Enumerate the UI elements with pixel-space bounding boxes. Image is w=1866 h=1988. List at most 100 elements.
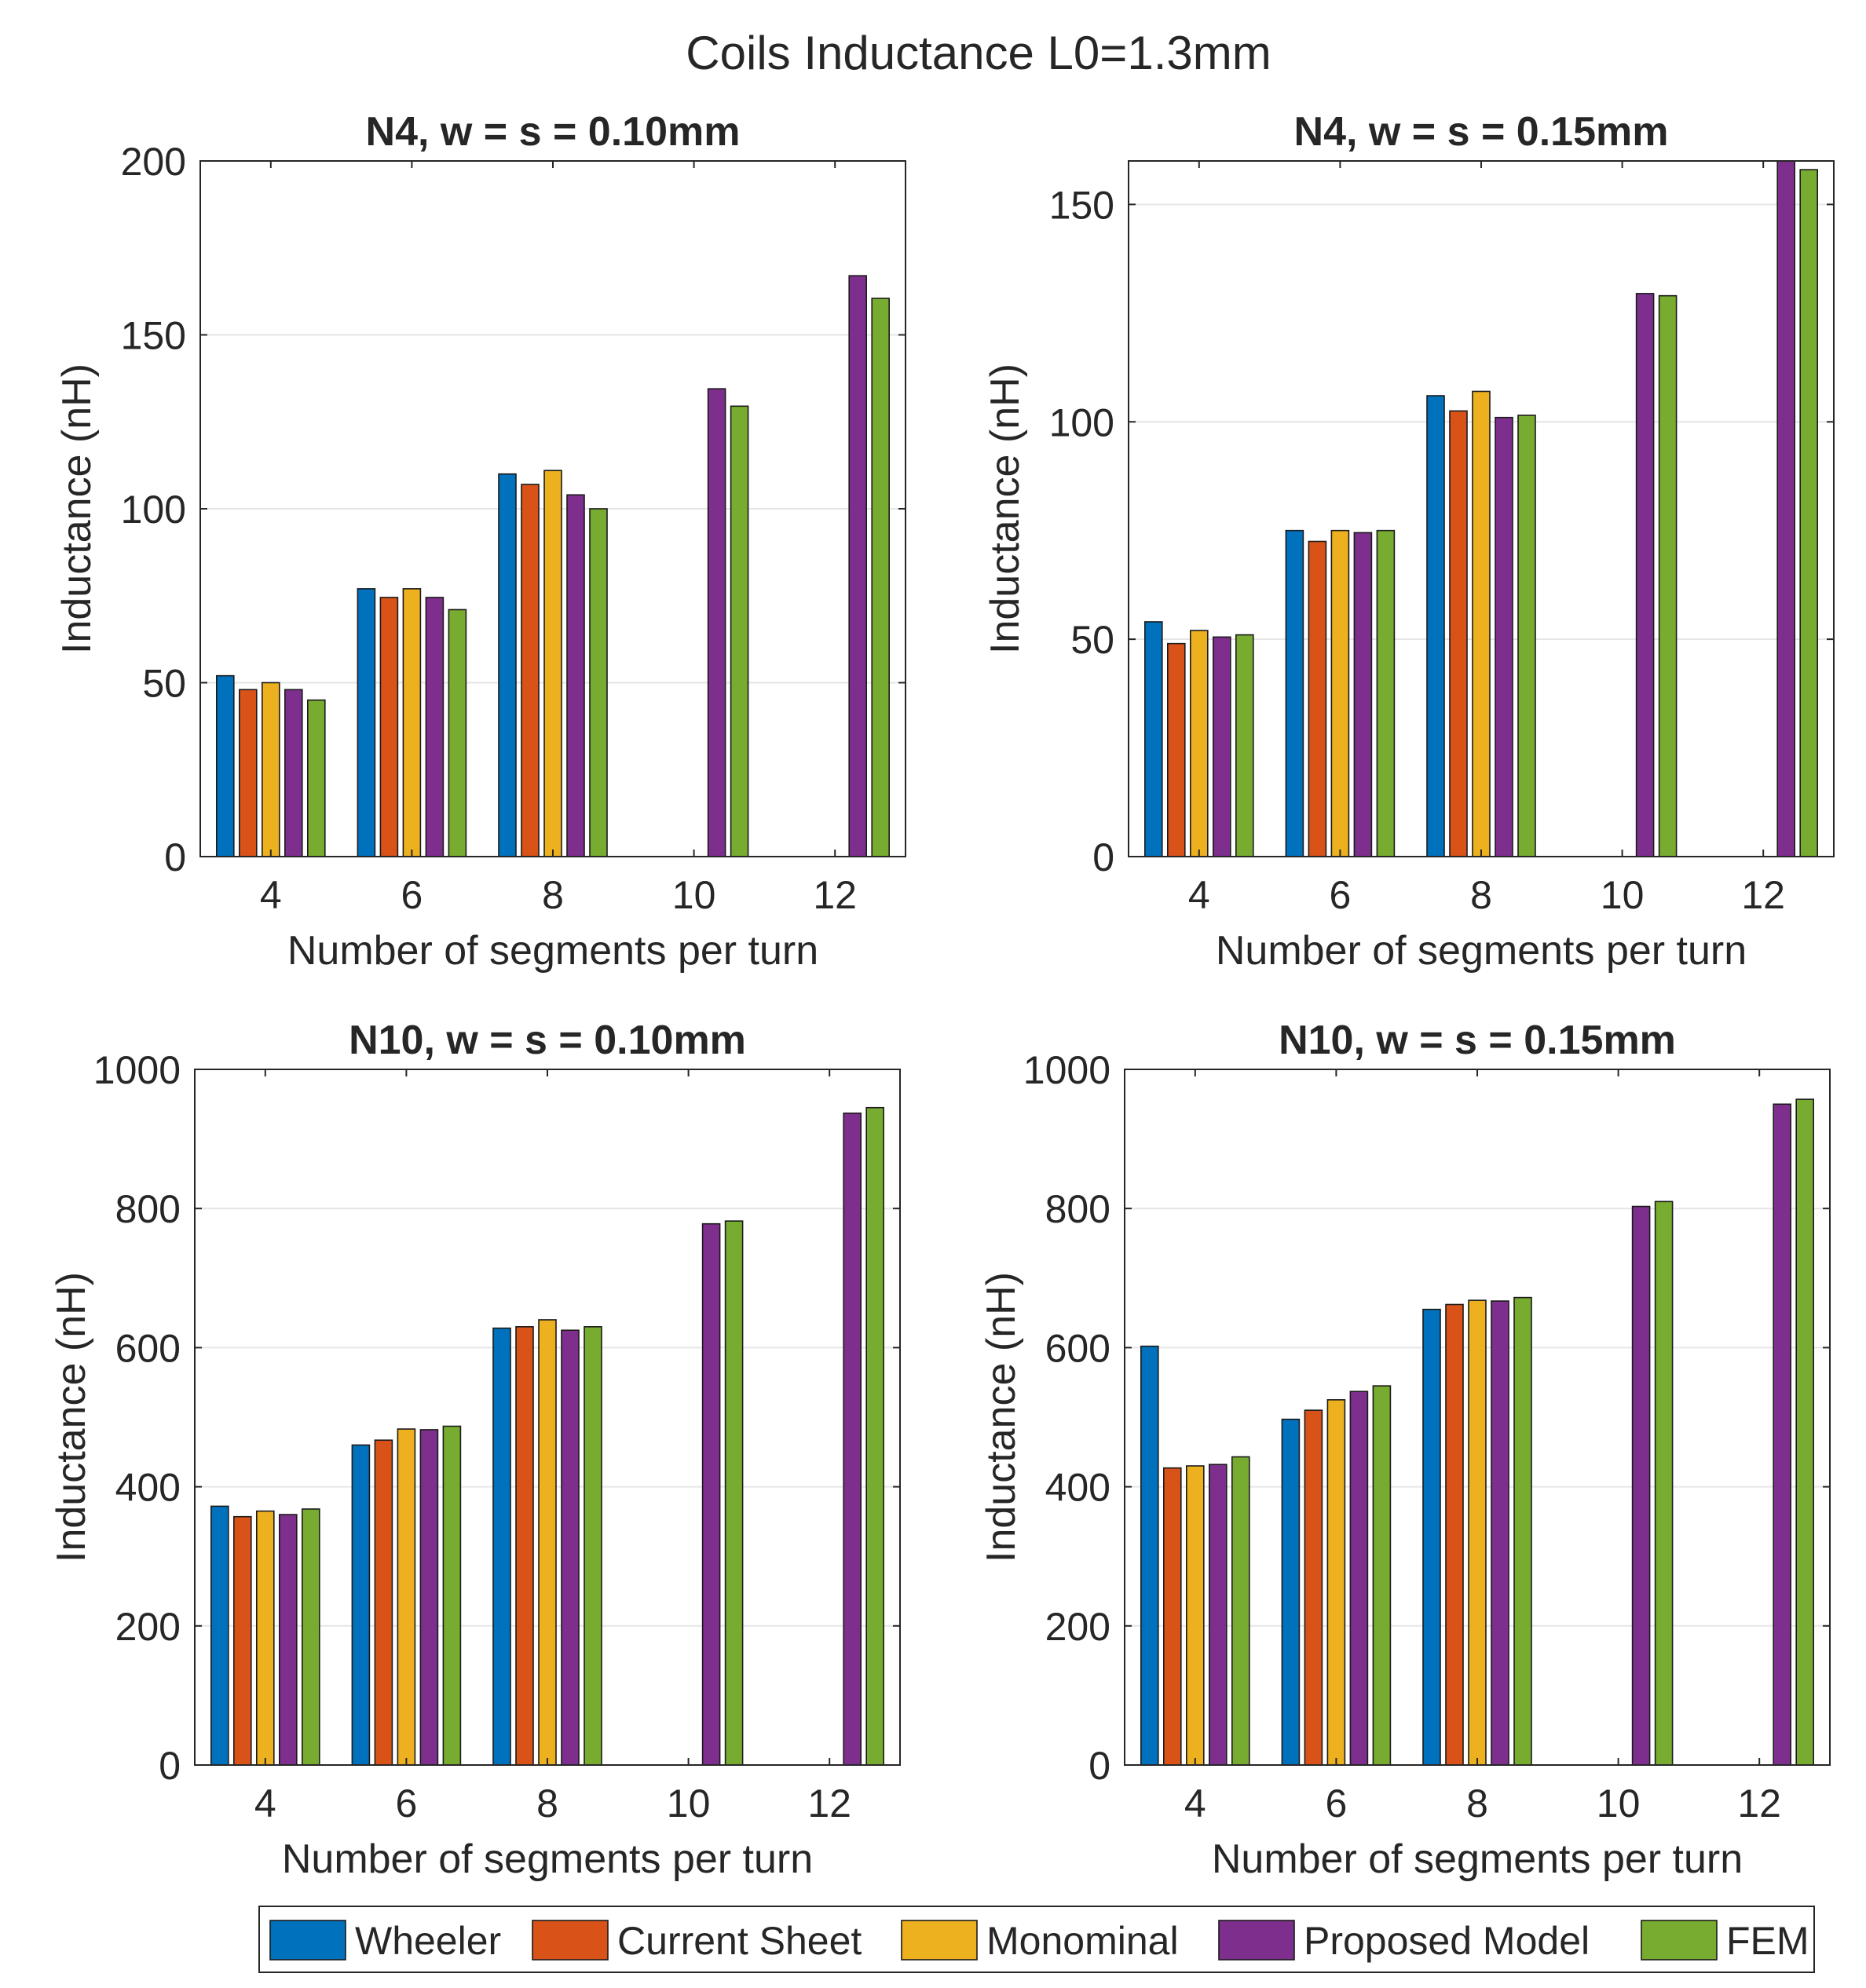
bar <box>448 608 467 857</box>
bar <box>1658 294 1678 857</box>
legend-label: Monominal <box>986 1919 1179 1963</box>
chart-title: N10, w = s = 0.10mm <box>349 1018 746 1063</box>
legend-swatch <box>1218 1920 1295 1961</box>
bar <box>1353 532 1373 857</box>
bar <box>425 597 445 857</box>
bar <box>1795 1098 1814 1766</box>
bar <box>374 1439 393 1766</box>
bar <box>379 597 399 857</box>
y-tick-label: 200 <box>1045 1605 1110 1649</box>
legend-item: Proposed Model <box>1218 1919 1590 1963</box>
bar <box>1144 621 1163 857</box>
bar <box>1186 1465 1205 1766</box>
legend-swatch <box>1641 1920 1718 1961</box>
bar <box>1235 634 1254 857</box>
charts-container: 0 50 100 150 200 4 6 8 10 12 N4, w = s = 0.10mm Num… <box>49 109 1835 1882</box>
bar <box>1209 1464 1228 1766</box>
bar <box>701 1222 721 1766</box>
y-tick-label: 1000 <box>93 1048 181 1092</box>
bar <box>306 699 326 857</box>
chart-panel-2: 0 50 100 150 4 6 8 10 12 N4, w = s = 0.15mm Number… <box>982 109 1835 974</box>
x-tick-label: 12 <box>807 1782 851 1825</box>
y-tick-label: 100 <box>1049 400 1114 444</box>
bar <box>357 588 376 857</box>
figure-title: Coils Inductance L0=1.3mm <box>686 27 1271 79</box>
x-tick-label: 10 <box>667 1782 711 1825</box>
bar <box>1163 1467 1182 1766</box>
y-tick-label: 1000 <box>1023 1048 1110 1092</box>
bar <box>730 405 749 857</box>
bar <box>584 1326 602 1766</box>
bar <box>1281 1418 1301 1766</box>
bar <box>561 1329 580 1766</box>
legend-item: Wheeler <box>269 1919 501 1963</box>
bar <box>1376 529 1396 857</box>
bar <box>1495 416 1513 857</box>
bar <box>1213 636 1231 857</box>
y-tick-label: 0 <box>164 835 186 879</box>
y-tick-label: 600 <box>1045 1326 1110 1370</box>
legend-label: Proposed Model <box>1304 1919 1590 1963</box>
bar <box>1468 1299 1487 1766</box>
y-axis-label: Inductance (nH) <box>979 1272 1024 1562</box>
bar <box>1231 1456 1250 1766</box>
legend-swatch <box>269 1920 346 1961</box>
bar <box>1422 1308 1441 1766</box>
bar <box>402 588 422 857</box>
bar <box>351 1444 371 1766</box>
y-tick-label: 50 <box>1070 618 1114 662</box>
legend-label: Current Sheet <box>617 1919 862 1963</box>
chart-panel-1: 0 50 100 150 200 4 6 8 10 12 N4, w = s = 0.10mm Num… <box>54 109 906 974</box>
x-tick-label: 8 <box>1466 1782 1488 1825</box>
bar <box>498 473 517 857</box>
bar <box>1799 169 1818 857</box>
x-tick-label: 4 <box>254 1782 276 1825</box>
y-tick-label: 50 <box>142 662 186 706</box>
bar <box>848 275 867 857</box>
legend-label: FEM <box>1726 1919 1809 1963</box>
y-axis-label: Inductance (nH) <box>54 364 100 654</box>
bar <box>278 1514 298 1766</box>
bar <box>442 1425 462 1766</box>
legend-item: FEM <box>1641 1919 1809 1963</box>
y-axis-label: Inductance (nH) <box>49 1272 94 1562</box>
x-tick-label: 6 <box>401 873 423 917</box>
x-axis-label: Number of segments per turn <box>1212 1836 1743 1882</box>
y-tick-label: 150 <box>1049 183 1114 227</box>
legend-item: Current Sheet <box>532 1919 862 1963</box>
y-axis-label: Inductance (nH) <box>982 364 1028 654</box>
chart-title: N4, w = s = 0.15mm <box>1294 109 1669 155</box>
bar <box>1285 529 1304 857</box>
bar <box>1517 415 1536 857</box>
y-tick-label: 100 <box>121 488 186 532</box>
y-tick-label: 150 <box>121 314 186 358</box>
y-tick-label: 600 <box>115 1326 181 1370</box>
x-tick-label: 4 <box>1188 873 1210 917</box>
x-tick-label: 12 <box>1741 873 1785 917</box>
x-tick-label: 4 <box>1184 1782 1206 1825</box>
x-tick-label: 10 <box>1601 873 1645 917</box>
bar <box>707 388 726 857</box>
bar <box>566 494 585 857</box>
bar <box>492 1327 511 1766</box>
chart-title: N10, w = s = 0.15mm <box>1279 1018 1676 1063</box>
bar <box>1167 642 1186 857</box>
x-axis-label: Number of segments per turn <box>287 928 818 974</box>
y-tick-label: 400 <box>115 1466 181 1510</box>
bar <box>515 1326 534 1766</box>
x-axis-label: Number of segments per turn <box>282 1836 813 1882</box>
bar <box>1513 1296 1532 1766</box>
x-tick-label: 8 <box>1470 873 1492 917</box>
bar <box>521 484 540 857</box>
bar <box>255 1510 275 1766</box>
bar <box>232 1515 252 1766</box>
bar <box>1449 410 1468 857</box>
chart-title: N4, w = s = 0.10mm <box>366 109 741 155</box>
y-tick-label: 400 <box>1045 1466 1110 1510</box>
bar <box>419 1429 439 1766</box>
bar <box>589 508 608 857</box>
x-tick-label: 6 <box>1329 873 1351 917</box>
legend-box <box>258 1906 1815 1973</box>
legend-item: Monominal <box>901 1919 1179 1963</box>
bar <box>843 1113 862 1766</box>
